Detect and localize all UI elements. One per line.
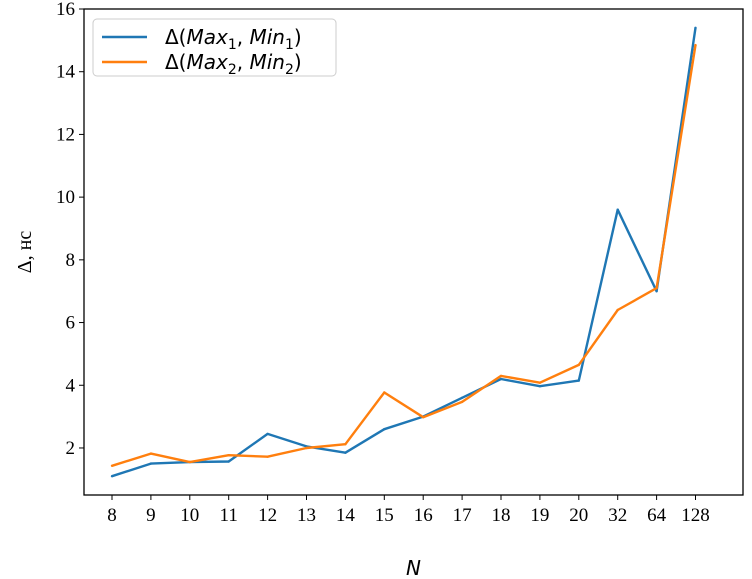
x-axis-title: N — [406, 556, 421, 579]
data-point-s2-128 — [694, 43, 697, 47]
data-point-s1-17 — [460, 396, 464, 399]
data-point-s2-10 — [188, 460, 191, 464]
x-tick-label: 9 — [146, 505, 156, 526]
x-tick-label: 15 — [375, 505, 394, 526]
y-axis: 2 4 6 8 10 12 14 16 — [56, 0, 84, 459]
data-point-s2-17 — [460, 400, 464, 404]
legend: Δ(Max1, Min1)Δ(Max2, Min2) — [92, 18, 337, 78]
y-tick-label: 4 — [66, 375, 76, 396]
x-tick-label: 12 — [258, 505, 277, 526]
data-point-s2-13 — [305, 446, 308, 450]
y-tick-label: 12 — [56, 124, 75, 145]
legend-label-1: Δ(Max1, Min1) — [165, 25, 302, 53]
x-tick-label: 10 — [180, 505, 199, 526]
data-point-s1-9 — [149, 462, 153, 465]
data-point-s1-12 — [266, 432, 269, 436]
data-point-s2-11 — [227, 454, 230, 457]
data-point-s1-14 — [344, 451, 347, 454]
data-point-s1-64 — [655, 290, 658, 293]
series-line-2 — [111, 44, 697, 467]
y-tick-label: 2 — [66, 438, 76, 459]
data-point-s1-128 — [694, 26, 697, 29]
data-point-s1-15 — [383, 428, 386, 431]
data-point-s2-20 — [577, 363, 580, 367]
data-point-s2-9 — [149, 452, 153, 455]
y-axis-title: Δ, нс — [14, 231, 36, 274]
x-tick-label: 128 — [681, 505, 710, 526]
x-tick-label: 64 — [647, 505, 667, 526]
x-tick-label: 8 — [107, 505, 117, 526]
x-tick-label: 13 — [297, 505, 316, 526]
x-axis: 8 9 10 11 12 13 14 15 16 17 18 19 20 32 64 128 — [107, 495, 710, 526]
data-point-s1-19 — [538, 385, 542, 388]
data-point-s2-32 — [616, 308, 619, 312]
data-point-s2-16 — [422, 416, 425, 419]
data-point-s2-8 — [110, 464, 114, 467]
x-tick-label: 14 — [336, 505, 356, 526]
series-line-1 — [111, 27, 697, 478]
legend-label-2: Δ(Max2, Min2) — [165, 50, 302, 78]
y-tick-label: 14 — [56, 62, 76, 83]
x-tick-label: 19 — [530, 505, 549, 526]
data-point-s2-14 — [344, 443, 347, 446]
series-layer — [110, 26, 697, 478]
plot-frame — [83, 8, 744, 496]
y-tick-label: 16 — [56, 0, 75, 20]
x-tick-label: 18 — [492, 505, 511, 526]
x-tick-label: 32 — [608, 505, 627, 526]
legend-box — [92, 18, 337, 77]
y-tick-label: 8 — [66, 250, 76, 271]
data-point-s1-32 — [616, 208, 619, 211]
x-tick-label: 11 — [220, 505, 238, 526]
y-tick-label: 10 — [56, 187, 75, 208]
data-point-s1-18 — [499, 377, 503, 381]
data-point-s2-12 — [266, 455, 269, 458]
data-point-s1-11 — [227, 460, 230, 463]
data-point-s2-64 — [655, 286, 658, 290]
data-point-s2-19 — [538, 381, 542, 384]
data-point-s2-18 — [499, 374, 503, 378]
data-point-s1-8 — [110, 475, 114, 478]
x-tick-label: 17 — [453, 505, 472, 526]
x-tick-label: 20 — [569, 505, 588, 526]
data-point-s1-20 — [577, 379, 580, 382]
y-tick-label: 6 — [66, 313, 76, 334]
x-tick-label: 16 — [414, 505, 433, 526]
data-point-s2-15 — [383, 391, 386, 394]
